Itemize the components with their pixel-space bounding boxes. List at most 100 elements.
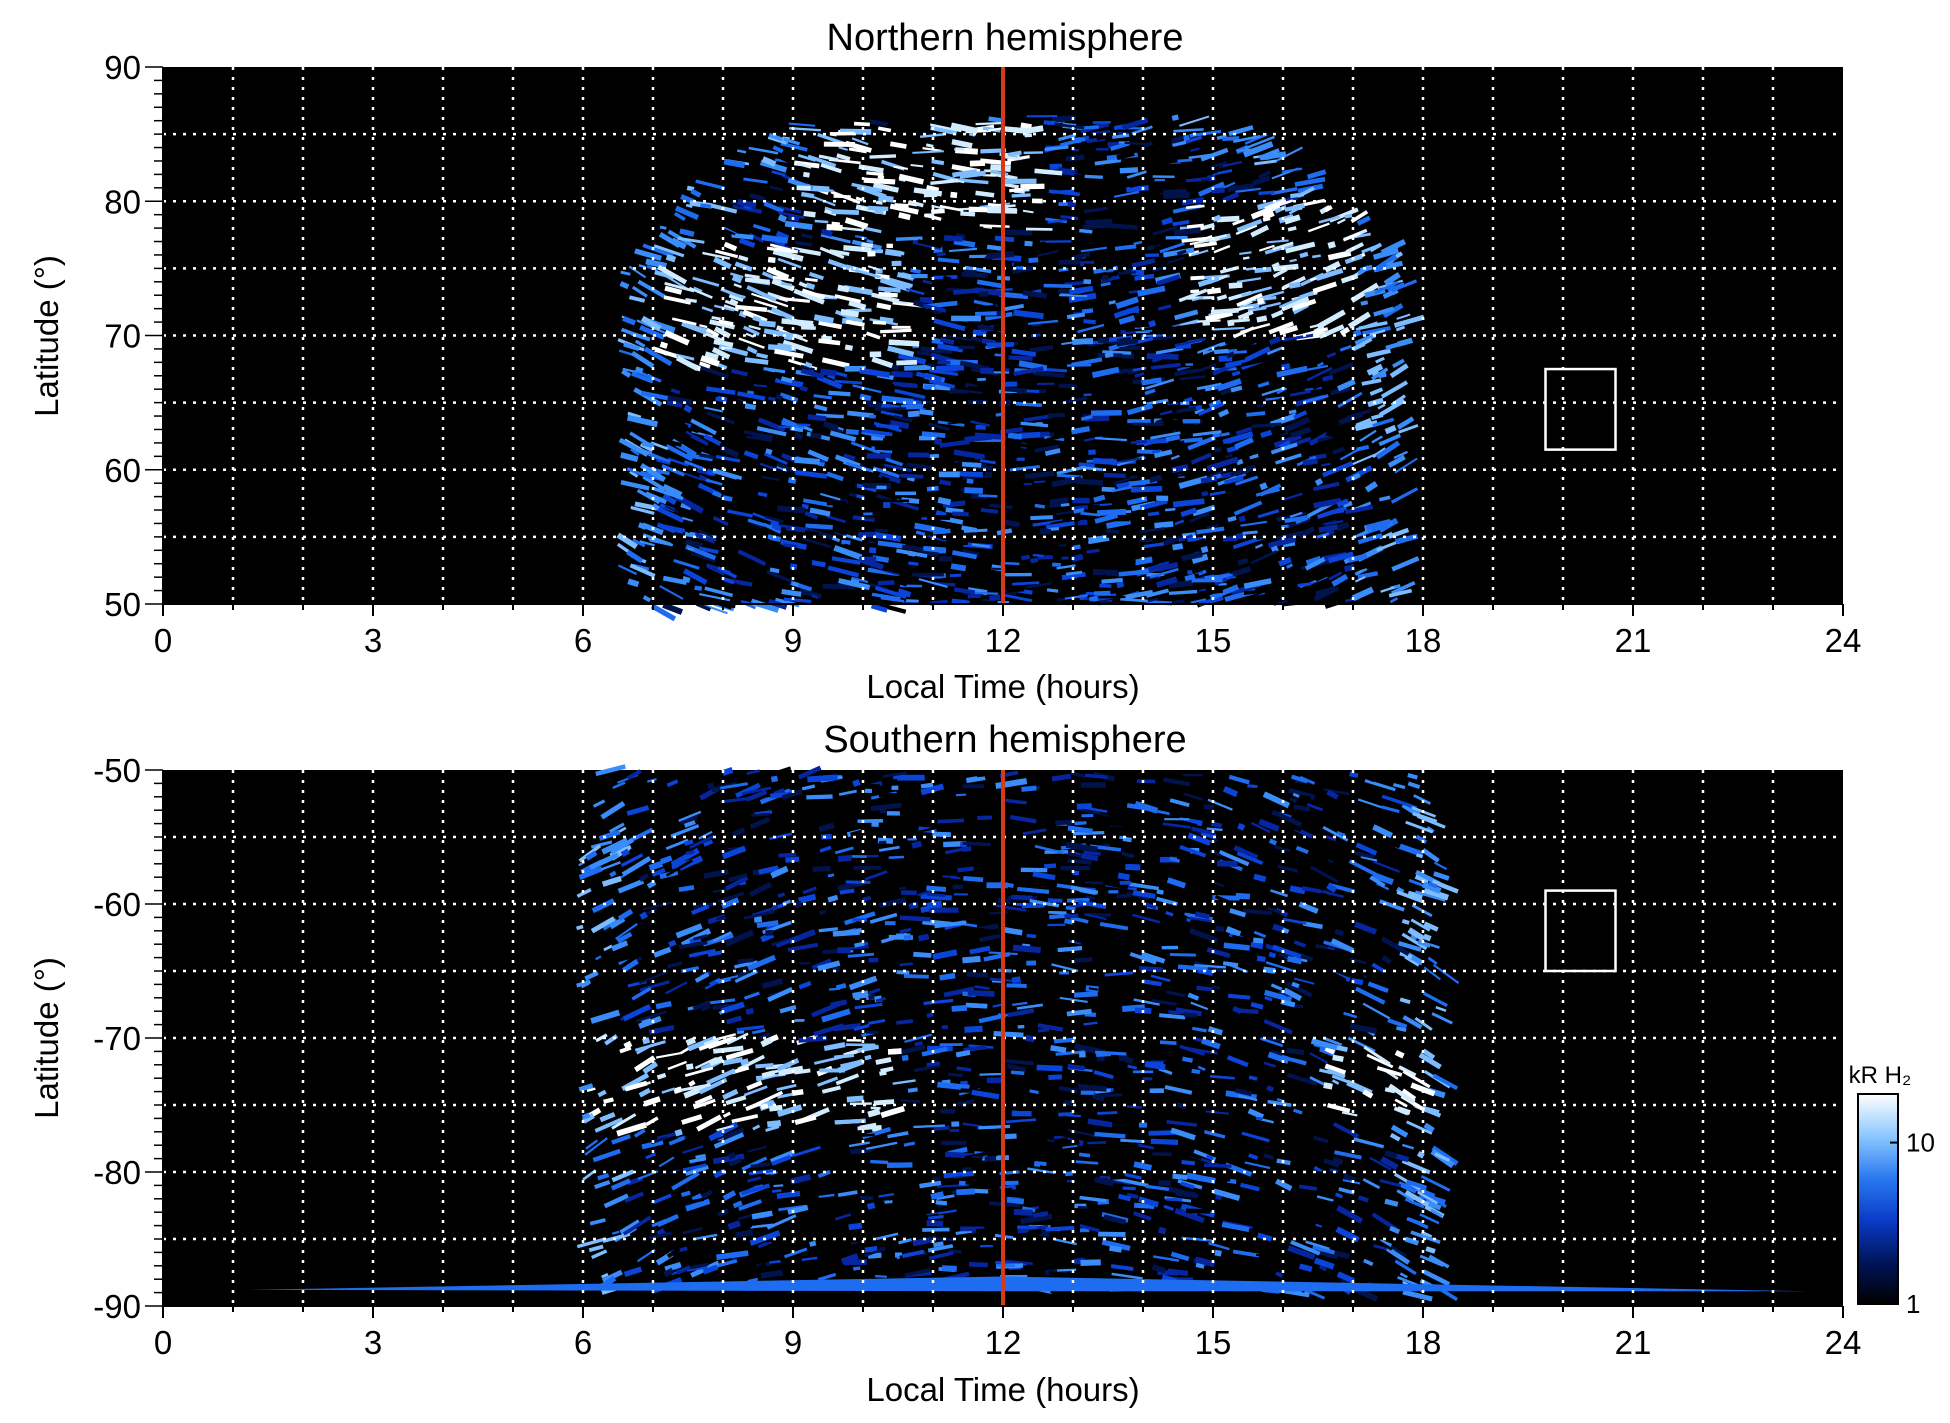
emission-streak [663,295,692,305]
emission-streak [939,439,970,448]
colorbar-tick-label: 10 [1906,1128,1935,1158]
x-tick-label: 12 [985,1324,1022,1361]
emission-streak [1236,343,1262,352]
emission-streak [813,314,834,324]
emission-streak [805,282,816,290]
emission-streak [1006,983,1027,988]
emission-streak [1251,175,1271,186]
x-tick-label: 24 [1825,1324,1862,1361]
x-tick-label: 21 [1615,622,1652,659]
emission-streak [1052,562,1061,567]
emission-streak [808,936,828,943]
emission-map [616,113,1425,622]
emission-streak [938,471,960,478]
emission-streak [1242,256,1250,260]
emission-streak [688,286,713,299]
emission-streak [1126,362,1139,370]
emission-streak [789,563,798,570]
emission-streak [1162,381,1191,388]
emission-streak [1154,178,1165,182]
emission-streak [780,376,793,384]
emission-streak [738,337,765,349]
emission-streak [956,1188,975,1196]
emission-streak [907,838,917,841]
emission-streak [907,410,920,418]
emission-streak [1092,120,1111,124]
emission-streak [1161,163,1184,170]
emission-streak [899,581,907,587]
emission-streak [908,452,930,458]
emission-streak [700,355,720,367]
emission-streak [1061,556,1069,560]
emission-streak [1076,478,1104,486]
emission-streak [1080,1090,1095,1095]
emission-streak [1326,351,1337,359]
emission-streak [1004,126,1019,133]
emission-streak [1007,432,1023,440]
emission-streak [1034,503,1046,509]
emission-streak [869,351,882,358]
emission-streak [967,989,995,997]
emission-streak [958,345,975,350]
emission-streak [1188,153,1212,160]
emission-streak [1058,267,1069,272]
emission-streak [1046,588,1059,593]
emission-streak [734,583,763,597]
emission-streak [1116,581,1125,589]
emission-streak [748,146,779,155]
emission-streak [1068,292,1097,303]
emission-streak [690,434,709,446]
emission-streak [1047,898,1063,903]
emission-streak [886,811,900,816]
emission-streak [685,539,703,548]
emission-streak [684,472,703,481]
emission-streak [704,586,734,598]
emission-streak [1289,258,1297,263]
emission-streak [891,325,911,329]
emission-streak [1020,421,1049,428]
emission-streak [793,318,815,330]
emission-streak [701,306,714,313]
emission-streak [1209,584,1240,601]
emission-streak [1116,338,1139,347]
emission-streak [1226,450,1252,459]
emission-streak [1384,424,1397,435]
emission-streak [1139,498,1168,511]
emission-streak [794,1018,805,1022]
emission-streak [685,203,693,208]
emission-streak [1060,865,1091,871]
emission-streak [807,154,837,168]
emission-streak [1174,519,1185,526]
emission-streak [1235,224,1258,235]
emission-streak [1008,355,1033,361]
emission-streak [887,1048,902,1055]
emission-streak [1283,416,1311,433]
emission-streak [883,502,891,508]
emission-streak [848,485,858,491]
emission-streak [888,339,920,347]
emission-streak [659,341,669,349]
emission-streak [767,534,782,543]
emission-streak [1281,167,1303,173]
emission-streak [1306,366,1333,382]
y-tick-label: -70 [93,1020,141,1057]
emission-streak [939,1043,963,1047]
x-axis-label: Local Time (hours) [866,1371,1139,1408]
emission-streak [1203,804,1214,810]
emission-streak [1276,365,1308,378]
emission-streak [1354,333,1377,346]
emission-streak [1249,453,1259,460]
emission-streak [629,470,639,478]
emission-streak [698,529,718,540]
emission-streak [834,294,862,304]
emission-streak [1024,240,1033,247]
emission-streak [628,295,646,303]
emission-streak [828,390,851,397]
emission-streak [699,453,716,460]
emission-streak [706,565,725,576]
emission-streak [777,257,802,269]
emission-streak [1268,336,1281,346]
emission-streak [1083,206,1109,214]
emission-streak [1088,449,1096,455]
emission-streak [1092,568,1118,577]
